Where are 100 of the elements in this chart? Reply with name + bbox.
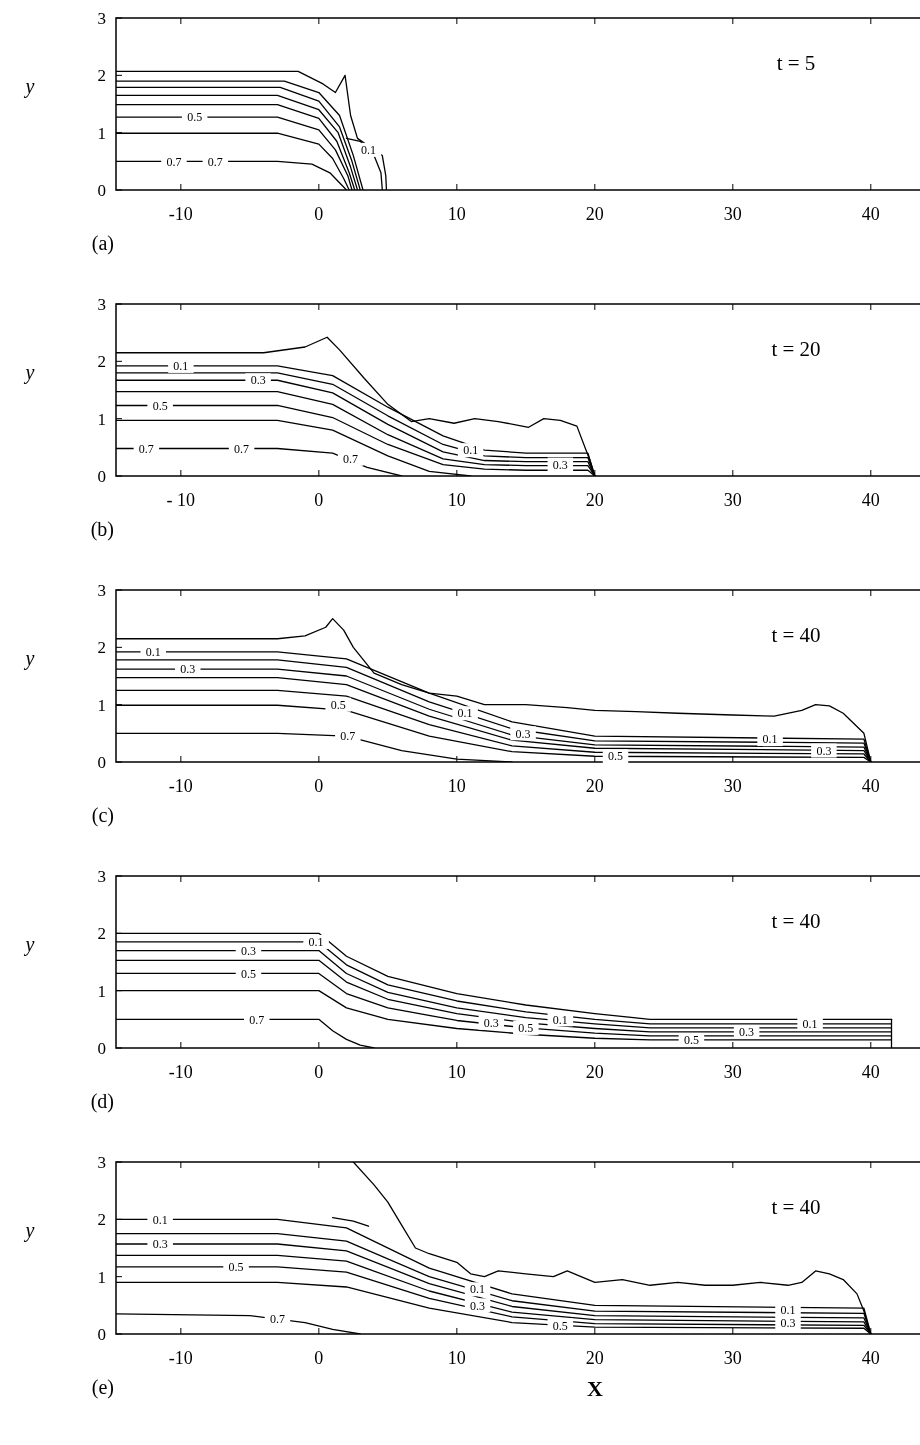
y-tick-label: 3 — [97, 866, 106, 886]
y-axis-title: y — [23, 646, 35, 670]
annotation: 0.1 — [152, 1212, 168, 1227]
y-tick-label: 0 — [97, 1324, 106, 1344]
annotation: 0.5 — [228, 1260, 244, 1275]
text: (e) — [91, 1376, 114, 1399]
x-tick-label: 40 — [861, 490, 880, 510]
annotation: 0.5 — [683, 1033, 699, 1048]
annotation: 0.3 — [816, 743, 832, 758]
x-tick-label: 10 — [447, 1062, 466, 1082]
x-tick-label: 40 — [861, 204, 880, 224]
text: t = 20 — [771, 337, 821, 361]
annotation: 0.3 — [780, 1315, 796, 1330]
y-tick-label: 3 — [97, 1152, 106, 1172]
x-axis-title: X — [586, 1376, 603, 1401]
annotation: 0.7 — [343, 452, 359, 466]
x-tick-label: 20 — [585, 490, 604, 510]
x-tick-label: -10 — [168, 204, 193, 224]
x-tick-label: -10 — [168, 1062, 193, 1082]
annotation: 0.1 — [762, 732, 778, 747]
y-tick-label: 0 — [97, 466, 106, 486]
y-tick-label: 1 — [97, 123, 106, 143]
annotation: 0.1 — [463, 443, 479, 458]
annotation: 0.3 — [552, 457, 568, 472]
annotation: 0.5 — [152, 398, 168, 413]
annotation: 0.1 — [470, 1282, 486, 1297]
x-tick-label: 20 — [585, 204, 604, 224]
x-tick-label: 30 — [723, 1348, 742, 1368]
x-tick-label: - 10 — [166, 490, 196, 510]
y-axis-title: y — [23, 360, 35, 384]
text: (d) — [90, 1090, 114, 1113]
y-tick-label: 2 — [97, 1210, 106, 1230]
x-tick-label: 10 — [447, 776, 466, 796]
annotation: 0.1 — [552, 1012, 568, 1027]
annotation: 0.5 — [330, 697, 346, 712]
x-tick-label: 30 — [723, 776, 742, 796]
annotation: 0.5 — [552, 1318, 568, 1333]
annotation: 0.3 — [152, 1237, 168, 1252]
y-tick-label: 3 — [97, 8, 106, 28]
y-tick-label: 1 — [97, 695, 106, 715]
annotation: 0.1 — [173, 359, 189, 374]
annotation: 0.5 — [240, 966, 256, 981]
annotation: 0.7 — [269, 1312, 285, 1327]
annotation: 0.7 — [207, 154, 223, 169]
annotation: 0.7 — [234, 441, 250, 456]
annotation: 0.3 — [240, 943, 256, 958]
annotation: 0.5 — [187, 110, 203, 125]
y-tick-label: 1 — [97, 1267, 106, 1287]
x-tick-label: 30 — [723, 1062, 742, 1082]
y-tick-label: 1 — [97, 409, 106, 429]
annotation: 0.7 — [249, 1012, 265, 1027]
text: (b) — [90, 518, 114, 541]
y-tick-label: 0 — [97, 752, 106, 772]
x-tick-label: 20 — [585, 1062, 604, 1082]
annotation: 0.1 — [780, 1303, 796, 1318]
x-tick-label: 0 — [314, 776, 324, 796]
annotation: 0.7 — [138, 441, 154, 456]
x-tick-label: 30 — [723, 204, 742, 224]
x-tick-label: 0 — [314, 1348, 324, 1368]
x-tick-label: 0 — [314, 490, 324, 510]
annotation: 0.7 — [166, 154, 182, 169]
y-tick-label: 3 — [97, 294, 106, 314]
annotation: 0.3 — [470, 1298, 486, 1313]
annotation: 0.1 — [457, 706, 473, 721]
x-tick-label: 10 — [447, 204, 466, 224]
annotation: 0.1 — [802, 1017, 818, 1032]
annotation: 0.1 — [361, 143, 377, 158]
x-tick-label: 40 — [861, 1348, 880, 1368]
x-tick-label: 0 — [314, 204, 324, 224]
x-tick-label: 40 — [861, 1062, 880, 1082]
text: t = 40 — [771, 1195, 821, 1219]
y-tick-label: 1 — [97, 981, 106, 1001]
text: t = 40 — [771, 623, 821, 647]
x-tick-label: 20 — [585, 776, 604, 796]
y-tick-label: 2 — [97, 924, 106, 944]
y-tick-label: 0 — [97, 180, 106, 200]
y-tick-label: 2 — [97, 638, 106, 658]
annotation: 0.3 — [515, 726, 531, 741]
y-axis-title: y — [23, 74, 35, 98]
annotation: 0.3 — [250, 373, 266, 388]
y-tick-label: 0 — [97, 1038, 106, 1058]
y-axis-title: y — [23, 1218, 35, 1242]
y-tick-label: 3 — [97, 580, 106, 600]
x-tick-label: 10 — [447, 1348, 466, 1368]
y-tick-label: 2 — [97, 352, 106, 372]
annotation: 0.5 — [608, 749, 624, 764]
annotation: 0.3 — [739, 1025, 755, 1040]
x-tick-label: 10 — [447, 490, 466, 510]
annotation: 0.3 — [180, 662, 196, 677]
x-tick-label: 0 — [314, 1062, 324, 1082]
x-tick-label: -10 — [168, 776, 193, 796]
annotation: 0.1 — [145, 645, 161, 660]
annotation: 0.3 — [483, 1015, 499, 1030]
x-tick-label: 20 — [585, 1348, 604, 1368]
x-tick-label: -10 — [168, 1348, 193, 1368]
text: (a) — [91, 232, 114, 255]
text: (c) — [91, 804, 114, 827]
y-axis-title: y — [23, 932, 35, 956]
x-tick-label: 40 — [861, 776, 880, 796]
x-tick-label: 30 — [723, 490, 742, 510]
